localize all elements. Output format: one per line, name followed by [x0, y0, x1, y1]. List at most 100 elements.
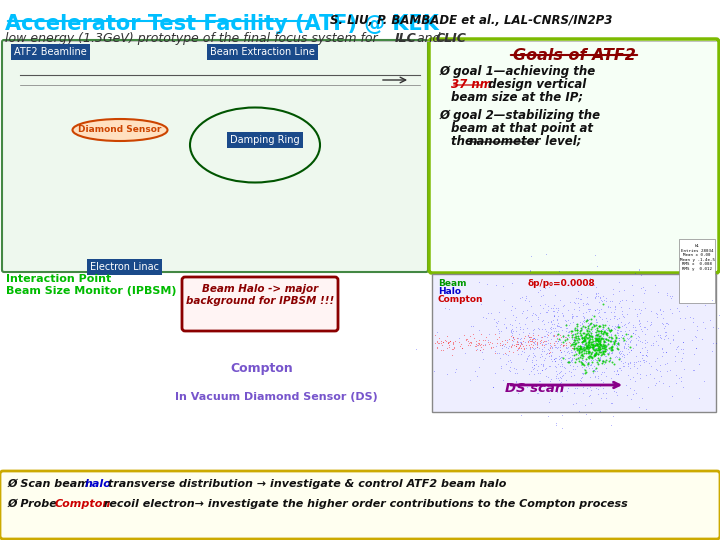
Point — [579, 322, 590, 331]
Point — [553, 376, 564, 384]
Point — [612, 338, 624, 347]
Point — [576, 339, 588, 348]
Point — [439, 335, 451, 344]
Point — [554, 342, 565, 351]
Point — [591, 366, 603, 375]
Point — [593, 322, 605, 330]
Point — [590, 325, 601, 333]
Point — [669, 357, 680, 366]
Point — [575, 342, 586, 350]
Point — [495, 339, 506, 348]
Point — [516, 338, 527, 347]
Point — [532, 324, 544, 333]
Point — [523, 335, 535, 344]
Point — [580, 345, 591, 354]
Point — [580, 322, 592, 331]
Point — [640, 357, 652, 366]
Point — [530, 355, 541, 364]
Point — [613, 278, 625, 287]
Text: low energy (1.3GeV) prototype of the final focus system for: low energy (1.3GeV) prototype of the fin… — [5, 32, 382, 45]
Point — [600, 372, 612, 380]
Point — [667, 335, 679, 343]
Point — [526, 339, 537, 348]
Point — [582, 342, 593, 351]
Point — [512, 340, 523, 348]
Point — [644, 320, 656, 329]
Point — [491, 339, 503, 347]
Point — [508, 341, 520, 349]
Point — [580, 336, 591, 345]
Point — [590, 288, 602, 297]
Point — [600, 325, 611, 333]
Point — [513, 340, 524, 348]
Point — [672, 348, 684, 356]
Point — [604, 297, 616, 306]
Point — [593, 356, 605, 364]
Point — [598, 342, 609, 350]
Point — [641, 347, 652, 356]
Point — [500, 383, 511, 392]
Point — [575, 276, 586, 285]
Point — [585, 355, 597, 364]
Point — [661, 348, 672, 356]
Point — [584, 343, 595, 352]
Point — [602, 336, 613, 345]
Point — [609, 305, 621, 313]
Point — [605, 421, 616, 429]
Point — [577, 360, 589, 369]
Point — [567, 343, 578, 352]
Point — [615, 363, 626, 372]
Point — [617, 334, 629, 343]
Point — [616, 357, 627, 366]
Point — [634, 360, 646, 369]
Point — [591, 318, 603, 326]
Point — [581, 330, 593, 339]
Point — [603, 350, 614, 359]
Point — [582, 321, 594, 329]
Point — [498, 320, 510, 328]
Point — [608, 336, 619, 345]
Point — [438, 338, 449, 347]
Point — [578, 336, 590, 345]
Point — [567, 313, 578, 322]
Point — [531, 342, 543, 351]
Point — [505, 356, 516, 364]
Point — [521, 343, 532, 352]
Point — [533, 388, 544, 397]
Point — [566, 354, 577, 363]
Point — [583, 336, 595, 345]
Point — [517, 380, 528, 389]
Point — [604, 345, 616, 353]
Point — [500, 314, 511, 322]
Point — [608, 346, 619, 355]
Point — [594, 347, 606, 356]
Point — [664, 366, 675, 374]
Point — [428, 367, 440, 375]
Point — [606, 339, 618, 348]
Point — [706, 296, 718, 305]
Point — [639, 330, 651, 339]
Point — [574, 407, 585, 415]
Point — [526, 310, 538, 319]
Point — [639, 356, 650, 364]
Point — [624, 359, 636, 367]
Point — [639, 323, 650, 332]
Point — [568, 344, 580, 353]
Point — [538, 332, 549, 341]
Point — [593, 372, 604, 380]
Point — [606, 341, 618, 350]
Point — [645, 361, 657, 370]
Point — [516, 338, 527, 346]
Point — [639, 286, 651, 294]
Point — [598, 333, 610, 342]
Point — [577, 299, 589, 308]
Point — [608, 323, 620, 332]
Point — [608, 411, 619, 420]
Text: ILC: ILC — [395, 32, 417, 45]
Point — [517, 327, 528, 336]
Text: and: and — [413, 32, 444, 45]
Point — [594, 353, 606, 362]
Point — [476, 329, 487, 338]
Point — [477, 341, 488, 349]
Point — [566, 327, 577, 335]
